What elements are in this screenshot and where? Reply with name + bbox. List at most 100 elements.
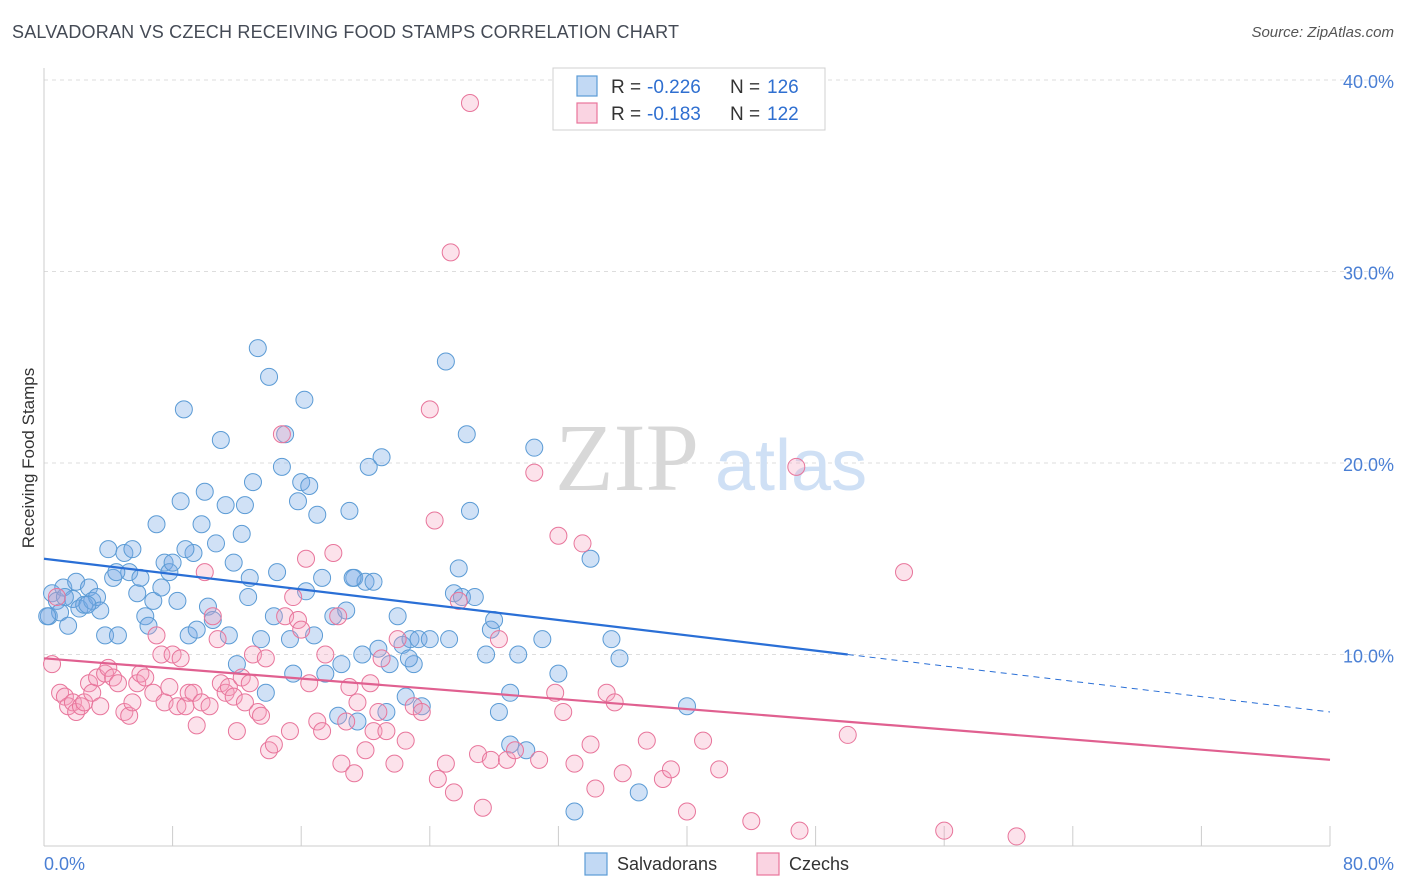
czech-point (136, 668, 155, 687)
legend-swatch-czechs-bottom (756, 852, 780, 876)
salvadoran-point (219, 626, 238, 645)
czech-point (710, 760, 729, 779)
czech-point (441, 243, 460, 262)
y-tick-label: 20.0% (1343, 455, 1394, 475)
grid-lines (44, 79, 1394, 655)
salvadoran-point (340, 501, 359, 520)
salvadoran-point (388, 607, 407, 626)
salvadoran-point (96, 626, 115, 645)
salvadoran-point (364, 572, 383, 591)
czech-point (364, 722, 383, 741)
czech-point (412, 702, 431, 721)
czech-point (160, 678, 179, 697)
czech-point (586, 779, 605, 798)
salvadoran-point (525, 438, 544, 457)
salvadoran-point (176, 540, 195, 559)
czech-point (227, 722, 246, 741)
czech-point (935, 821, 954, 840)
salvadoran-point (460, 501, 479, 520)
salvadoran-point (316, 664, 335, 683)
y-tick-label: 30.0% (1343, 264, 1394, 284)
czech-point (546, 683, 565, 702)
salvadoran-point (203, 611, 222, 630)
czech-point (235, 693, 254, 712)
salvadoran-point (399, 649, 418, 668)
data-points (38, 93, 1026, 846)
salvadoran-point (104, 568, 123, 587)
salvadoran-point (147, 515, 166, 534)
czech-point (613, 764, 632, 783)
salvadoran-point (353, 645, 372, 664)
salvadoran-point (581, 549, 600, 568)
salvadoran-point (256, 683, 275, 702)
legend-label-salvadorans: Salvadorans (617, 854, 717, 874)
czech-point (460, 93, 479, 112)
salvadoran-point (211, 431, 230, 450)
salvadoran-point (369, 639, 388, 658)
salvadoran-point (243, 473, 262, 492)
czech-point (324, 544, 343, 563)
czech-point (1007, 827, 1026, 846)
salvadoran-point (187, 620, 206, 639)
legend-n-value-1: 126 (767, 77, 799, 98)
legend-r-value-2: -0.183 (647, 104, 701, 125)
czech-point (530, 750, 549, 769)
czech-point (179, 683, 198, 702)
salvadoran-point (501, 683, 520, 702)
salvadoran-point (509, 645, 528, 664)
salvadoran-point (288, 492, 307, 511)
czech-point (742, 812, 761, 831)
salvadoran-point (284, 664, 303, 683)
salvadoran-point (295, 390, 314, 409)
czech-point (313, 722, 332, 741)
salvadoran-point (272, 457, 291, 476)
czech-point (489, 630, 508, 649)
czech-point (694, 731, 713, 750)
czech-point (260, 741, 279, 760)
salvadoran-point (38, 607, 57, 626)
source-label: Source: ZipAtlas.com (1251, 24, 1394, 41)
legend-n-value-2: 122 (767, 104, 799, 125)
czech-point (787, 457, 806, 476)
czech-point (288, 611, 307, 630)
czech-point (444, 783, 463, 802)
legend-n-label-2: N = (730, 104, 760, 125)
czech-point (280, 722, 299, 741)
czech-point (369, 702, 388, 721)
salvadoran-point (489, 702, 508, 721)
czech-point (316, 645, 335, 664)
axes (43, 68, 1331, 847)
salvadoran-point (610, 649, 629, 668)
salvadoran-point (359, 457, 378, 476)
czech-point (372, 649, 391, 668)
series-legend: Salvadorans Czechs (584, 852, 849, 876)
czech-point (549, 526, 568, 545)
legend-swatch-czechs (576, 102, 598, 124)
czech-point (428, 769, 447, 788)
salvadoran-point (252, 630, 271, 649)
czech-point (272, 425, 291, 444)
czech-point (661, 760, 680, 779)
salvadoran-point (123, 540, 142, 559)
salvadoran-point (248, 339, 267, 358)
salvadoran-point (343, 568, 362, 587)
czech-point (219, 678, 238, 697)
salvadoran-point (436, 352, 455, 371)
czech-point (348, 693, 367, 712)
czech-point (377, 722, 396, 741)
salvadoran-point (477, 645, 496, 664)
czech-point (308, 712, 327, 731)
y-tick-label: 40.0% (1343, 72, 1394, 92)
czech-point (573, 534, 592, 553)
salvadoran-point (235, 496, 254, 515)
czech-point (200, 697, 219, 716)
czech-point (420, 400, 439, 419)
czech-point (108, 674, 127, 693)
czech-point (300, 674, 319, 693)
trend-lines (43, 557, 1331, 761)
salvadoran-point (195, 482, 214, 501)
salvadoran-point (207, 534, 226, 553)
czech-point (678, 802, 696, 821)
legend-r-value-1: -0.226 (647, 77, 701, 98)
